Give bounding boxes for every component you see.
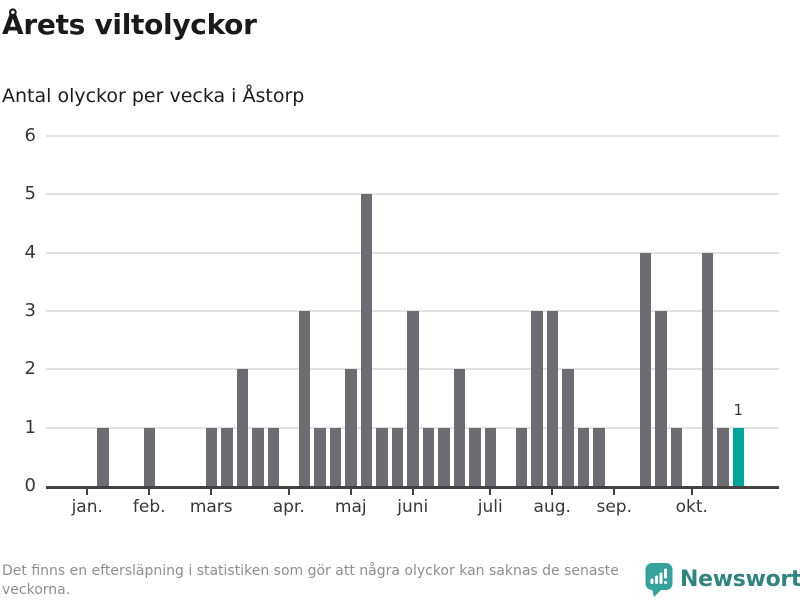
month-tick [613, 489, 616, 495]
y-axis: 0 1 2 3 4 5 6 [0, 125, 36, 496]
bar-week-11 [252, 427, 264, 486]
gridline [46, 193, 779, 196]
y-tick-label: 0 [24, 475, 36, 496]
month-tick [349, 489, 352, 495]
month-tick [148, 489, 151, 495]
bar-week-26 [484, 427, 496, 486]
bar-week-37 [655, 311, 667, 486]
y-tick-label: 1 [24, 416, 36, 438]
month-label: jan. [71, 497, 103, 517]
bar-week-17 [345, 369, 357, 486]
bar-week-19 [376, 427, 388, 486]
bar-week-12 [267, 427, 279, 486]
month-tick [690, 489, 693, 495]
gridline [46, 135, 779, 137]
newsworthy-logo-icon [645, 562, 673, 598]
month-tick [287, 489, 290, 495]
bar-week-9 [221, 427, 233, 486]
month-label: apr. [272, 497, 305, 517]
newsworthy-wordmark: Newsworthy [680, 567, 800, 592]
month-label: feb. [132, 497, 166, 517]
bar-week-31 [562, 369, 574, 486]
month-label: okt. [675, 497, 708, 517]
plot-area: 1 [46, 135, 779, 489]
month-tick [551, 489, 554, 495]
chart-title: Årets viltolyckor [2, 8, 257, 41]
highlight-bar-week-42 [732, 427, 744, 486]
bar-week-4 [143, 427, 155, 486]
bar-week-30 [546, 311, 558, 486]
bar-week-16 [329, 427, 341, 486]
bar-week-32 [577, 427, 589, 486]
month-label: juli [477, 497, 503, 517]
bar-week-38 [670, 427, 682, 486]
bar-week-18 [360, 194, 372, 486]
month-label: juni [397, 497, 429, 517]
bar-week-21 [407, 311, 419, 486]
y-tick-label: 4 [24, 241, 36, 263]
month-tick [86, 489, 89, 495]
bar-week-28 [515, 427, 527, 486]
month-label: maj [334, 497, 367, 517]
bar-week-40 [701, 252, 713, 486]
bar-week-10 [236, 369, 248, 486]
gridline [46, 251, 779, 254]
bar-week-23 [438, 427, 450, 486]
bar-week-36 [639, 252, 651, 486]
disclaimer-text: Det finns en eftersläpning i statistiken… [2, 563, 619, 598]
y-tick-label: 6 [24, 125, 36, 146]
chart-subtitle: Antal olyckor per vecka i Åstorp [2, 85, 305, 107]
month-label: mars [189, 497, 233, 517]
bar-week-25 [469, 427, 481, 486]
bar-week-29 [531, 311, 543, 486]
newsworthy-logo: Newsworthy [645, 562, 800, 598]
month-tick [210, 489, 213, 495]
y-tick-label: 5 [24, 183, 36, 205]
bar-week-14 [298, 311, 310, 486]
month-label: sep. [596, 497, 632, 517]
bar-week-20 [391, 427, 403, 486]
bar-week-15 [314, 427, 326, 486]
month-tick [489, 489, 492, 495]
month-tick [411, 489, 414, 495]
y-tick-label: 3 [24, 300, 36, 321]
bar-week-24 [453, 369, 465, 486]
bar-week-1 [97, 427, 109, 486]
bar-week-22 [422, 427, 434, 486]
last-bar-value-label: 1 [733, 400, 744, 419]
y-tick-label: 2 [24, 358, 36, 380]
month-label: aug. [533, 497, 571, 517]
x-axis: jan. feb. mars apr. maj juni juli aug. sep. okt. [46, 489, 779, 523]
bar-week-33 [593, 427, 605, 486]
bar-week-41 [717, 427, 729, 486]
bar-week-8 [205, 427, 217, 486]
